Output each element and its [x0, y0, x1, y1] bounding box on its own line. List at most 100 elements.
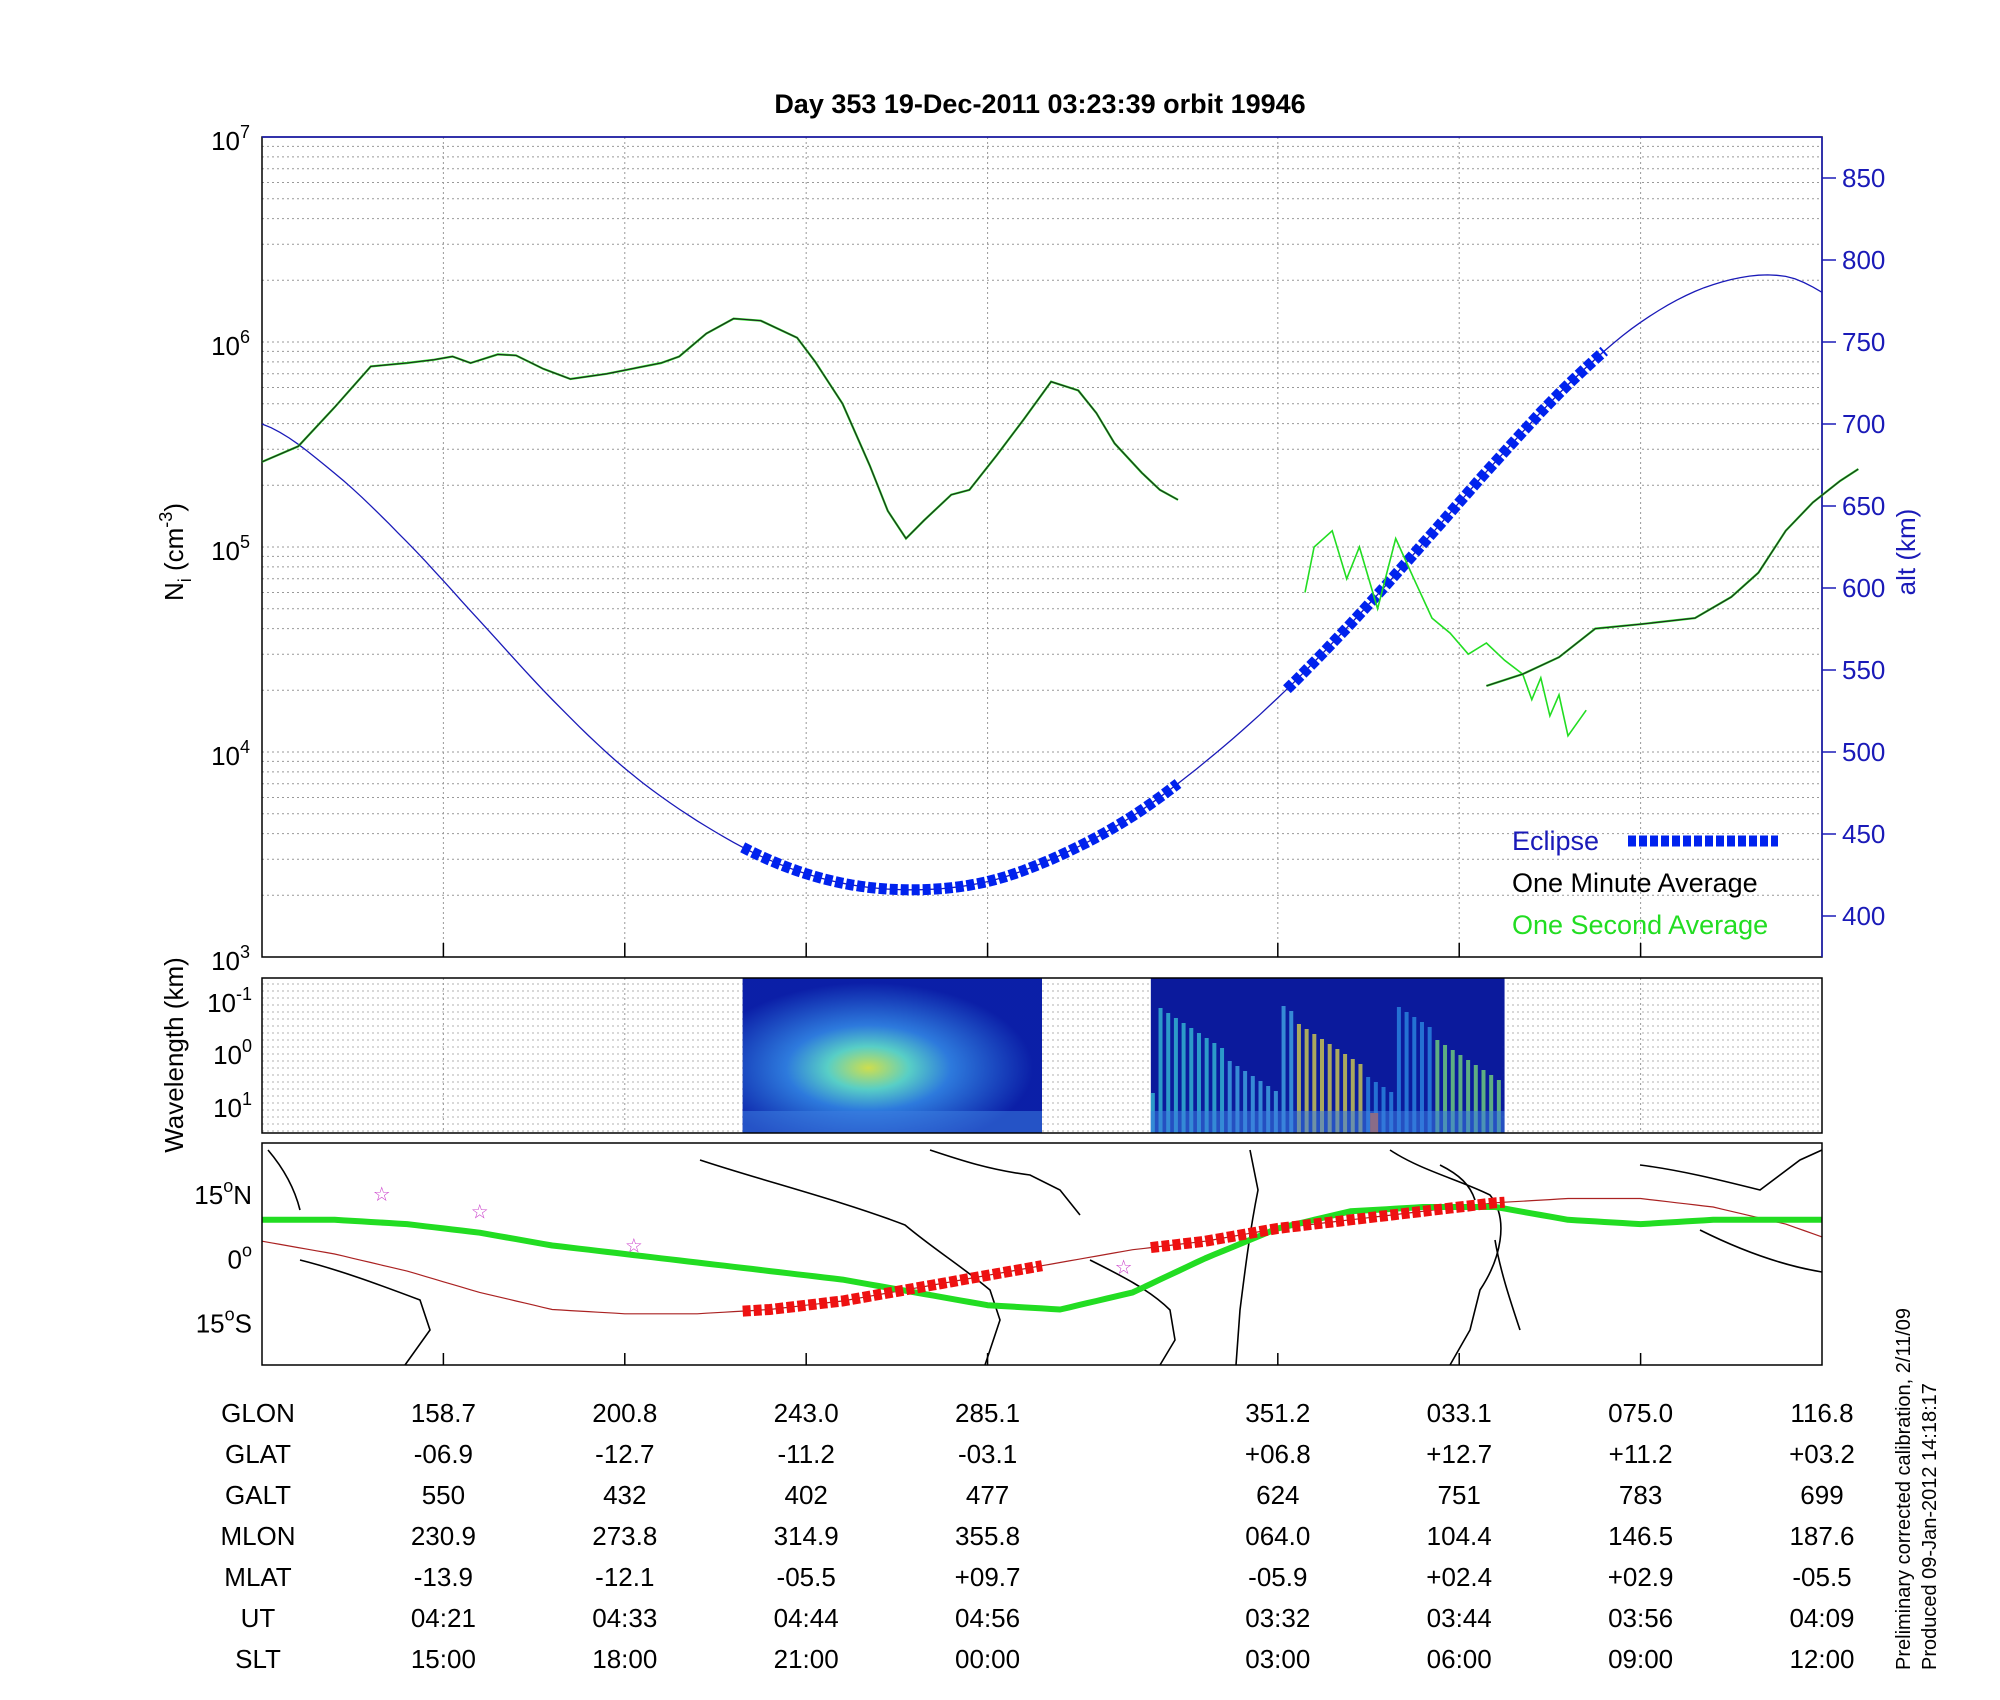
table-cell: +11.2 [1609, 1439, 1673, 1469]
spectrogram-streak [1335, 1049, 1340, 1133]
one-second-underlay [1486, 468, 1859, 687]
table-cell: 230.9 [411, 1521, 476, 1551]
table-cell: +09.7 [955, 1562, 1021, 1592]
eclipse-segment [1283, 346, 1608, 694]
magnetic-equator-line [262, 1204, 1822, 1313]
table-cell: 314.9 [774, 1521, 839, 1551]
star-marker: ☆ [373, 1182, 391, 1206]
figure-title: Day 353 19-Dec-2011 03:23:39 orbit 19946 [774, 89, 1305, 119]
table-row-label: GLON [221, 1398, 295, 1428]
table-cell: +02.9 [1608, 1562, 1674, 1592]
latitude-tick-label: 15oN [194, 1176, 252, 1210]
coastline [1639, 1149, 1823, 1191]
one-minute-average-line [261, 318, 1179, 540]
table-cell: -12.1 [595, 1562, 654, 1592]
spectrogram-streak [1419, 1022, 1424, 1133]
y-tick-label: 106 [211, 327, 250, 361]
table-cell: 158.7 [411, 1398, 476, 1428]
latitude-tick-label: 15oS [196, 1304, 252, 1338]
spectrogram-streak [1289, 1011, 1294, 1133]
table-cell: 00:00 [955, 1644, 1020, 1674]
table-cell: 04:21 [411, 1603, 476, 1633]
y-tick-label: 105 [211, 532, 250, 566]
y2-tick-label: 700 [1842, 409, 1885, 439]
star-marker: ☆ [1115, 1255, 1133, 1279]
spectrogram-streak [1258, 1081, 1263, 1133]
table-cell: 402 [784, 1480, 827, 1510]
table-cell: 285.1 [955, 1398, 1020, 1428]
y-tick-label: 104 [211, 737, 250, 771]
y2-tick-label: 450 [1842, 819, 1885, 849]
legend-minute-label: One Minute Average [1512, 868, 1758, 898]
table-row-label: MLAT [224, 1562, 292, 1592]
table-cell: 751 [1438, 1480, 1481, 1510]
table-cell: +06.8 [1245, 1439, 1311, 1469]
table-cell: 783 [1619, 1480, 1662, 1510]
table-row-label: SLT [235, 1644, 281, 1674]
spectrogram-streak [1266, 1086, 1271, 1133]
table-row-label: GALT [225, 1480, 291, 1510]
spectrogram-streak [1466, 1060, 1471, 1133]
table-cell: 104.4 [1427, 1521, 1492, 1551]
table-cell: 432 [603, 1480, 646, 1510]
y2-tick-label: 500 [1842, 737, 1885, 767]
spectrogram-streak [1196, 1033, 1201, 1133]
table-cell: 355.8 [955, 1521, 1020, 1551]
spectrogram-noise-band [742, 1111, 1042, 1133]
table-cell: 12:00 [1789, 1644, 1854, 1674]
spectrogram-tick-label: 101 [213, 1089, 252, 1123]
table-cell: -06.9 [414, 1439, 473, 1469]
density-axis-label: Ni (cm-3) [156, 503, 195, 601]
table-cell: 06:00 [1427, 1644, 1492, 1674]
table-cell: 699 [1800, 1480, 1843, 1510]
latitude-tick-label: 0o [228, 1240, 252, 1274]
spectrogram-tick-label: 100 [213, 1036, 252, 1070]
spectrogram-streak [1220, 1048, 1225, 1133]
legend-second-label: One Second Average [1512, 910, 1768, 940]
table-cell: 03:44 [1427, 1603, 1492, 1633]
table-cell: -05.9 [1248, 1562, 1307, 1592]
table-cell: 064.0 [1245, 1521, 1310, 1551]
spectrogram-streak [1250, 1076, 1255, 1133]
y2-tick-label: 800 [1842, 245, 1885, 275]
y-tick-label: 107 [211, 122, 250, 156]
spectrogram-streak [1296, 1024, 1301, 1133]
coastline [1699, 1229, 1823, 1273]
spectrogram-streak [1320, 1039, 1325, 1133]
spectrogram-blob [742, 978, 1042, 1133]
table-cell: 03:32 [1245, 1603, 1310, 1633]
spectrogram-streak [1281, 1006, 1286, 1133]
table-cell: 04:33 [592, 1603, 657, 1633]
spectrogram-streak [1312, 1034, 1317, 1133]
spectrogram-streak [1435, 1040, 1440, 1133]
spectrogram-frame [261, 977, 1823, 1134]
spectrogram-streak [1173, 1018, 1178, 1133]
table-cell: -12.7 [595, 1439, 654, 1469]
table-cell: 624 [1256, 1480, 1299, 1510]
table-cell: 04:56 [955, 1603, 1020, 1633]
table-cell: 03:00 [1245, 1644, 1310, 1674]
spectrogram-streak [1373, 1082, 1378, 1133]
spectrogram-streak [1404, 1012, 1409, 1133]
spectrogram-streak [1481, 1070, 1486, 1133]
spectrogram-streak [1396, 1007, 1401, 1133]
map-eclipse-segment [742, 1260, 1043, 1317]
spectrogram-panel: 10-1 100 101 Wavelength (km) [159, 957, 1823, 1153]
spectrogram-streak [1212, 1043, 1217, 1133]
coastline [1389, 1149, 1502, 1366]
spectrogram-streak [1412, 1017, 1417, 1133]
coastline [299, 1259, 431, 1366]
table-cell: -11.2 [778, 1439, 835, 1469]
spectrogram-streak [1243, 1071, 1248, 1133]
spectrogram-streak [1496, 1080, 1501, 1133]
table-row-label: MLON [220, 1521, 295, 1551]
table-cell: 21:00 [774, 1644, 839, 1674]
table-cell: +12.7 [1426, 1439, 1492, 1469]
data-table: GLON GLAT GALT MLON MLAT UT SLT 158.7 -06.9 550 23… [220, 1398, 1854, 1674]
spectrogram-streak [1381, 1087, 1386, 1133]
one-second-average-line [1304, 529, 1587, 738]
table-cell: 04:44 [774, 1603, 839, 1633]
spectrogram-streak [1181, 1023, 1186, 1133]
table-cell: +02.4 [1426, 1562, 1492, 1592]
